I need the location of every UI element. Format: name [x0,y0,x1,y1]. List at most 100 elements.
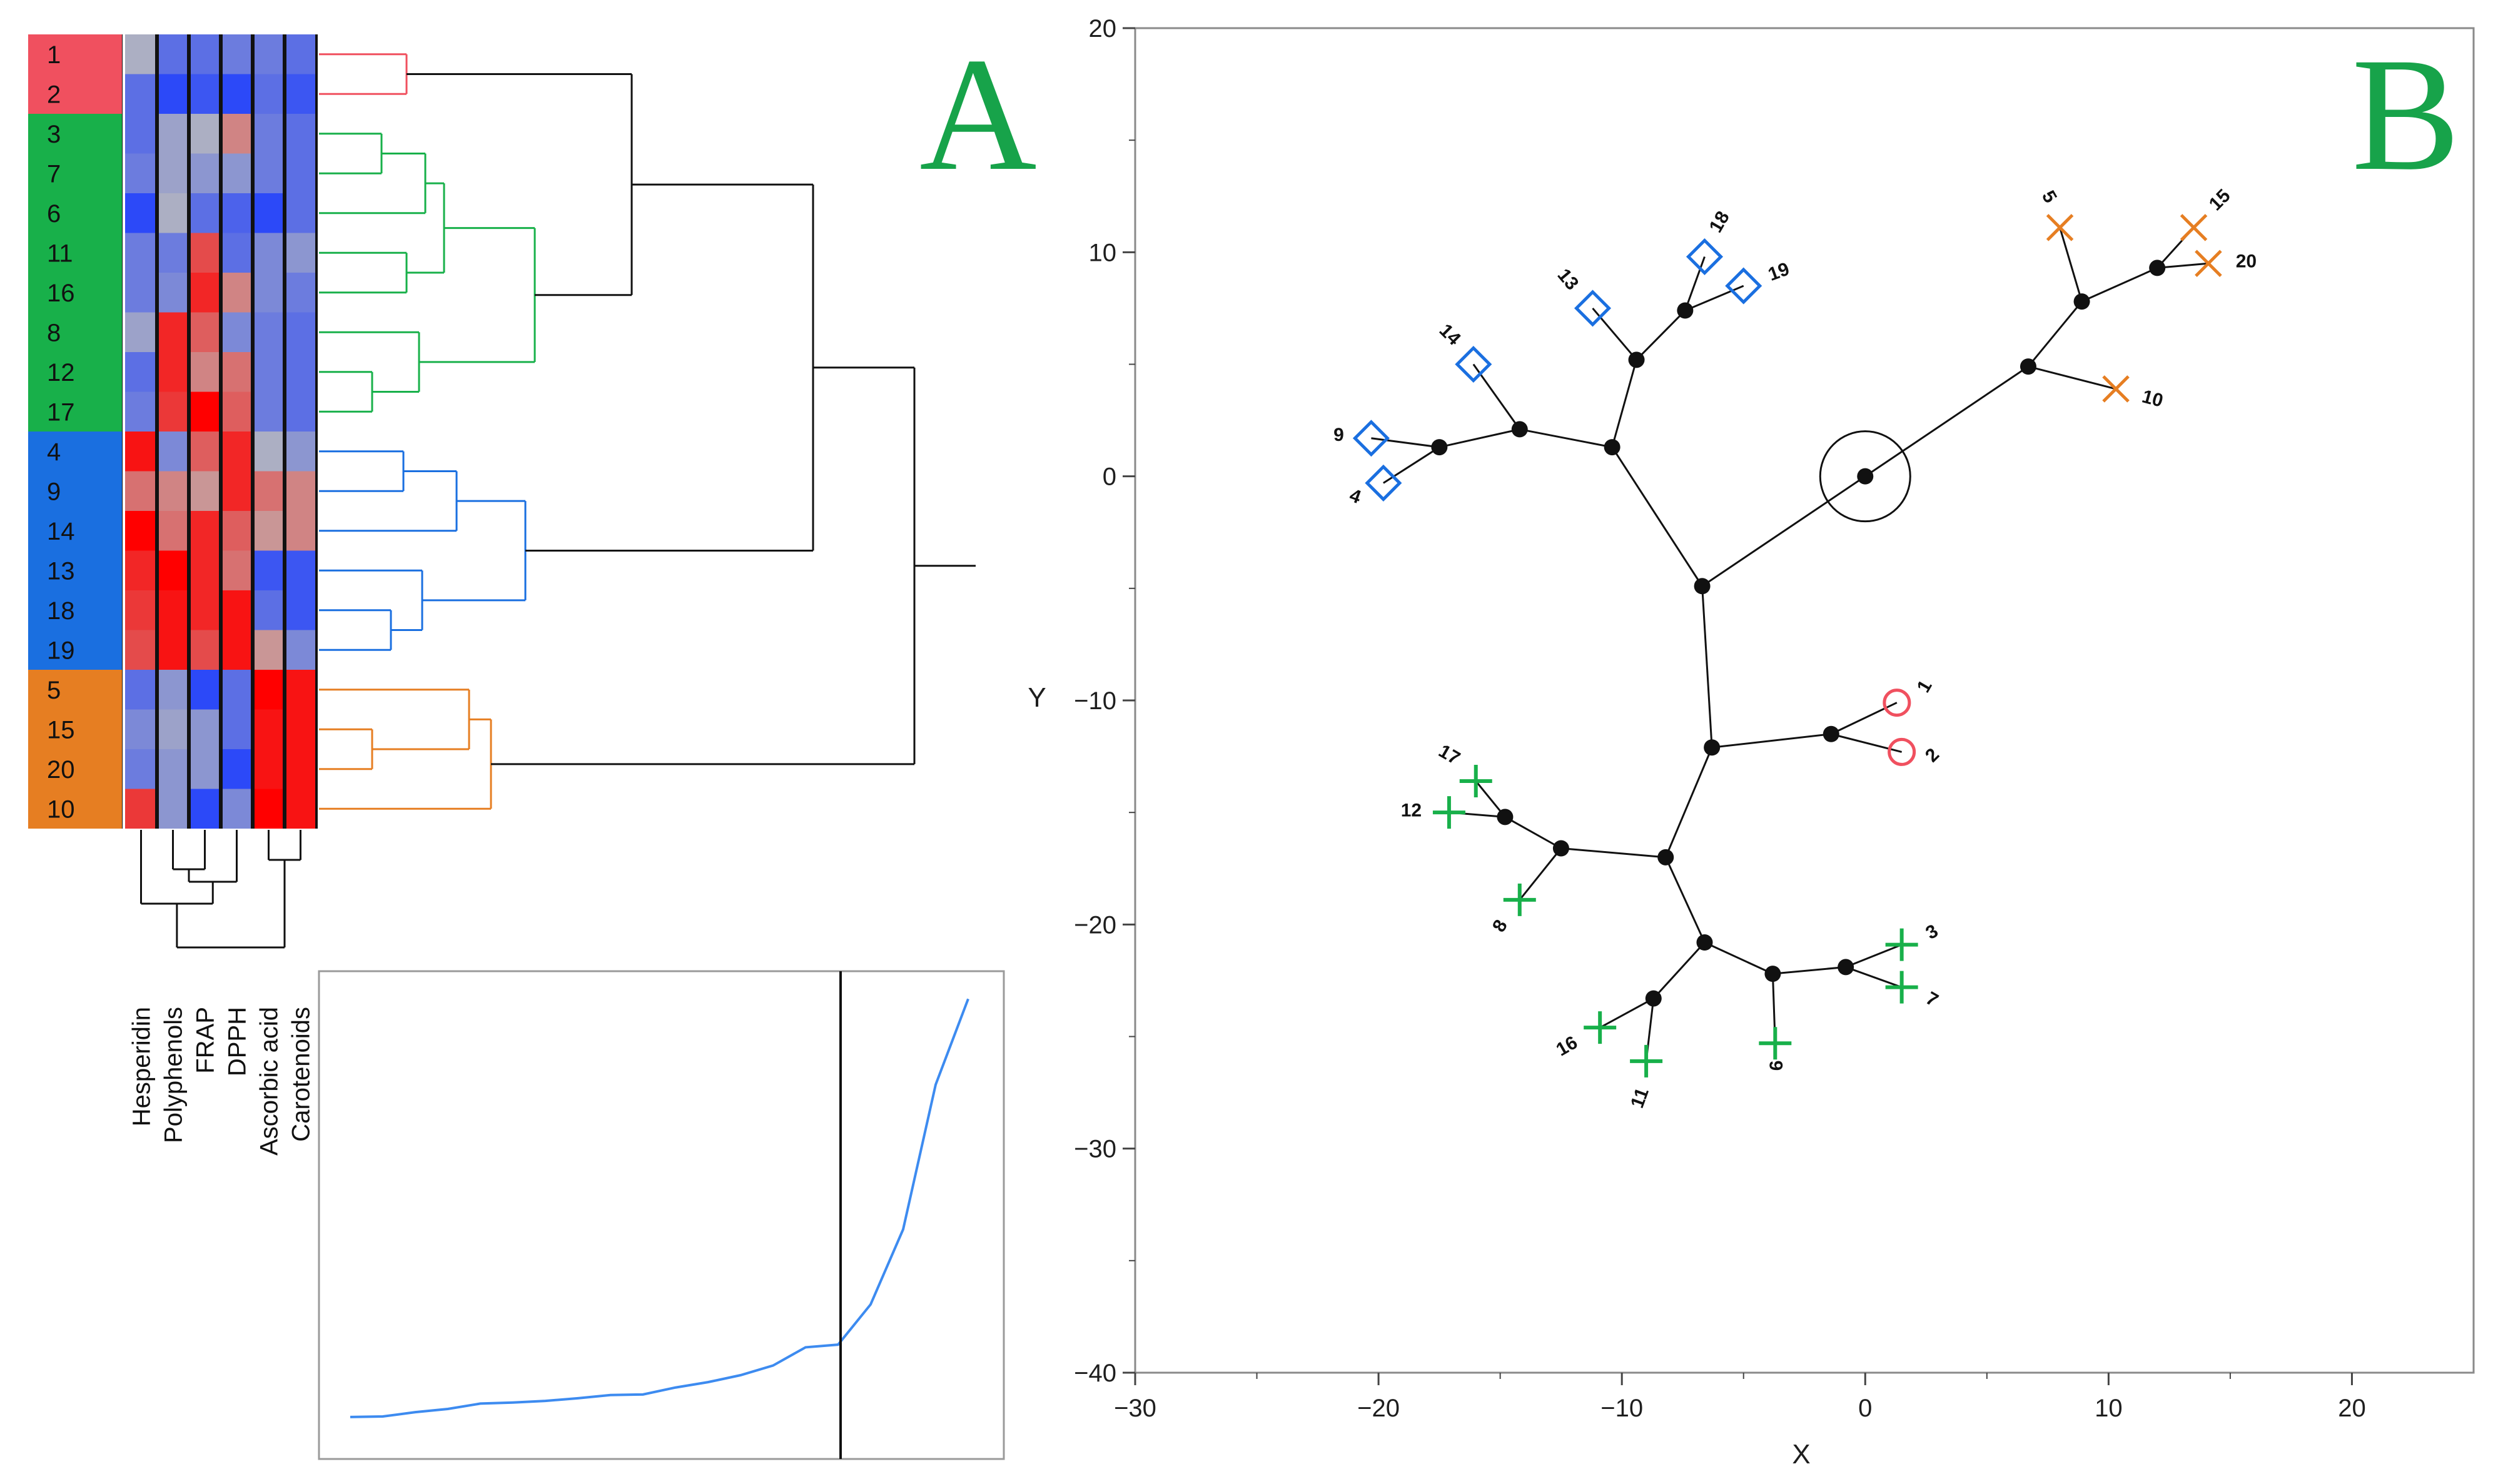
y-tick-label-6: −40 [1074,1360,1116,1387]
heat-cell-1-4 [253,34,285,74]
constellation-edges [1371,226,2209,1062]
heat-cell-10-4 [253,789,285,829]
row-label-17: 17 [47,398,75,426]
row-label-1: 1 [47,41,61,69]
leaf-marker-16 [1584,1011,1617,1044]
leaf-label-1: 1 [1913,677,1936,696]
leaf-edge-1 [1831,702,1898,735]
heat-cell-11-4 [253,233,285,273]
heat-cell-13-1 [157,550,189,590]
edge-0 [1701,475,1866,587]
row-label-bg-17 [28,391,122,432]
edge-15 [1652,941,1706,999]
row-label-bg-1 [28,34,122,74]
row-label-bg-11 [28,233,122,273]
heat-cell-10-5 [285,789,316,829]
constellation-axes: −30 −20 −10 0 10 20 20 10 0 −10 −20 −30 −40 [1074,15,2475,1422]
row-label-9: 9 [47,478,61,505]
heat-cell-11-5 [285,233,316,273]
y-tick-label-5: −30 [1074,1136,1116,1163]
y-axis-label: Y [1028,682,1046,713]
leaf-marker-stroke [2046,214,2074,241]
leaf-marker-20 [2195,250,2222,278]
leaf-edge-3 [1845,944,1903,968]
x-axis-label: X [1792,1439,1810,1470]
heat-cell-16-3 [221,273,253,313]
edge-3 [1439,428,1520,448]
row-label-bg-5 [28,670,122,710]
x-tick-label-0: −30 [1114,1395,1156,1422]
row-label-5: 5 [47,677,61,704]
heat-cell-13-4 [253,550,285,590]
node-4 [1431,439,1448,456]
heat-cell-3-0 [125,114,157,154]
leaf-label-17: 17 [1435,740,1464,769]
heat-cell-3-5 [285,114,316,154]
heat-cell-16-0 [125,273,157,313]
column-label-3: DPPH [224,1007,251,1076]
scree-line [350,998,969,1418]
heat-cell-14-5 [285,511,316,551]
node-15 [1696,934,1713,951]
leaf-label-16: 16 [1553,1032,1581,1060]
heat-cell-14-4 [253,511,285,551]
y-tick-label-3: −10 [1074,687,1116,715]
heat-cell-5-3 [221,670,253,710]
leaf-edge-10 [2028,365,2116,390]
row-label-bg-12 [28,352,122,392]
row-label-2: 2 [47,81,61,108]
heat-cell-2-2 [189,74,221,114]
panel-a-letter: A [919,24,1037,204]
heat-cell-17-2 [189,391,221,432]
heat-cell-14-0 [125,511,157,551]
heat-cell-5-1 [157,670,189,710]
node-16 [1645,990,1662,1007]
heat-cell-16-5 [285,273,316,313]
node-7 [2020,358,2036,375]
edge-13 [1504,816,1562,849]
heat-cell-7-3 [221,153,253,193]
row-label-15: 15 [47,716,75,744]
edge-12 [1560,847,1666,859]
leaf-marker-18 [1686,238,1724,276]
edge-8 [2081,267,2158,303]
column-label-5: Carotenoids [288,1007,315,1142]
heat-cell-15-3 [221,709,253,749]
row-label-20: 20 [47,756,75,784]
leaf-marker-11 [1630,1044,1663,1078]
heat-cell-4-4 [253,432,285,472]
edge-4 [1611,359,1637,448]
heat-cell-5-5 [285,670,316,710]
row-label-bg-6 [28,193,122,233]
leaf-marker-4 [1365,464,1402,502]
y-tick-label-1: 10 [1089,239,1117,266]
column-label-1: Polyphenols [160,1007,188,1143]
heat-cell-3-3 [221,114,253,154]
row-label-4: 4 [47,438,61,466]
heat-cell-1-2 [189,34,221,74]
heat-cell-7-0 [125,153,157,193]
heat-cell-15-4 [253,709,285,749]
heat-cell-2-3 [221,74,253,114]
node-11 [1823,725,1839,742]
x-tick-label-5: 20 [2338,1395,2366,1422]
heat-cell-14-2 [189,511,221,551]
row-label-bg-3 [28,114,122,154]
leaf-edge-20 [2157,262,2209,269]
leaf-edge-9 [1371,437,1440,448]
x-tick-label-4: 10 [2095,1395,2123,1422]
heat-cell-14-3 [221,511,253,551]
heat-cell-5-0 [125,670,157,710]
row-label-13: 13 [47,557,75,585]
heat-cell-12-3 [221,352,253,392]
heat-cell-8-5 [285,312,316,352]
row-dendrogram [319,53,976,810]
heat-cell-8-3 [221,312,253,352]
leaf-label-5: 5 [2038,187,2061,206]
node-0 [1857,468,1874,485]
leaf-marker-6 [1759,1027,1792,1060]
heat-cell-7-4 [253,153,285,193]
heat-cell-3-4 [253,114,285,154]
heat-cell-18-5 [285,590,316,630]
